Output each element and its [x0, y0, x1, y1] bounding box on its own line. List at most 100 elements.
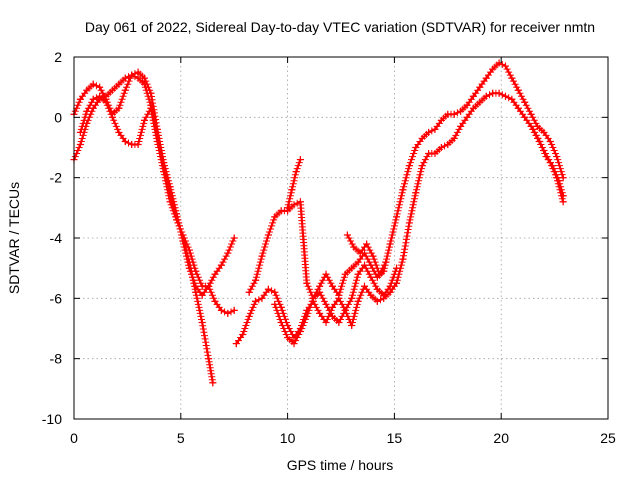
data-point	[405, 162, 413, 170]
data-point	[393, 264, 401, 272]
data-point	[76, 128, 84, 136]
data-point	[469, 104, 477, 112]
data-point	[147, 89, 155, 97]
data-point	[128, 71, 136, 79]
y-tick-label: -6	[50, 290, 63, 306]
data-point	[192, 282, 200, 290]
data-point	[211, 270, 219, 278]
data-point	[185, 246, 193, 254]
series-track-1	[70, 71, 217, 387]
data-point	[230, 234, 238, 242]
series-line	[235, 92, 565, 345]
data-point	[489, 65, 497, 73]
x-axis-title: GPS time / hours	[287, 457, 394, 473]
data-point	[328, 312, 336, 320]
y-tick-label: -8	[50, 351, 63, 367]
data-point	[367, 291, 375, 299]
data-point	[322, 318, 330, 326]
data-point	[115, 80, 123, 88]
data-point	[521, 98, 529, 106]
data-point	[153, 137, 161, 145]
data-point	[529, 125, 537, 133]
data-point	[328, 282, 336, 290]
data-point	[290, 340, 298, 348]
data-point	[166, 198, 174, 206]
data-point	[245, 288, 253, 296]
y-tick-label: 0	[54, 109, 62, 125]
data-point	[296, 198, 304, 206]
data-point	[412, 144, 420, 151]
data-point	[463, 101, 471, 109]
data-point	[264, 285, 272, 293]
data-point	[292, 168, 300, 176]
data-point	[444, 140, 452, 148]
data-point	[271, 300, 279, 308]
data-point	[89, 95, 97, 103]
data-point	[76, 140, 84, 148]
data-point	[534, 122, 542, 130]
data-point	[399, 186, 407, 194]
data-point	[356, 249, 364, 257]
data-point	[224, 309, 232, 317]
data-point	[527, 110, 535, 118]
y-tick-label: -2	[50, 170, 63, 186]
data-point	[89, 80, 97, 88]
data-point	[360, 282, 368, 290]
data-point	[489, 89, 497, 97]
y-tick-label: 2	[54, 49, 62, 65]
series-layer	[70, 59, 567, 387]
data-point	[140, 116, 148, 124]
data-point	[348, 264, 356, 272]
data-point	[354, 297, 362, 305]
data-point	[309, 294, 317, 302]
data-point	[412, 189, 420, 197]
label-layer: 0 5 10 15 20 25 -10 -8 -6 -4 -2 0 2	[42, 49, 616, 446]
data-point	[140, 74, 148, 82]
data-point	[277, 318, 285, 326]
data-point	[115, 104, 123, 112]
data-point	[425, 128, 433, 136]
data-point	[115, 128, 123, 136]
data-point	[217, 261, 225, 269]
data-point	[350, 243, 358, 251]
data-point	[76, 95, 84, 103]
data-point	[296, 328, 304, 336]
data-point	[134, 140, 142, 148]
data-point	[335, 318, 343, 326]
data-point	[179, 231, 187, 239]
data-point	[399, 255, 407, 263]
data-point	[224, 249, 232, 257]
data-point	[514, 86, 522, 94]
data-point	[322, 270, 330, 278]
x-tick-label: 5	[177, 430, 185, 446]
x-tick-label: 0	[70, 430, 78, 446]
data-point	[495, 59, 503, 67]
data-point	[437, 144, 445, 151]
data-point	[495, 89, 503, 97]
data-point	[536, 137, 544, 145]
data-point	[476, 83, 484, 91]
data-point	[316, 288, 324, 296]
data-point	[83, 107, 91, 115]
data-point	[209, 379, 217, 387]
x-tick-label: 15	[387, 430, 403, 446]
y-axis-title: SDTVAR / TECUs	[6, 182, 22, 294]
data-point	[284, 204, 292, 212]
data-point	[341, 306, 349, 314]
data-point	[542, 153, 550, 161]
data-point	[555, 177, 563, 185]
data-point	[380, 291, 388, 299]
data-point	[284, 334, 292, 342]
data-point	[96, 92, 104, 100]
data-point	[469, 92, 477, 100]
data-point	[437, 116, 445, 124]
data-point	[548, 162, 556, 170]
data-point	[418, 134, 426, 142]
data-point	[559, 192, 567, 200]
series-track-4	[232, 89, 567, 348]
data-point	[198, 291, 206, 299]
data-point	[192, 267, 200, 275]
data-point	[348, 294, 356, 302]
